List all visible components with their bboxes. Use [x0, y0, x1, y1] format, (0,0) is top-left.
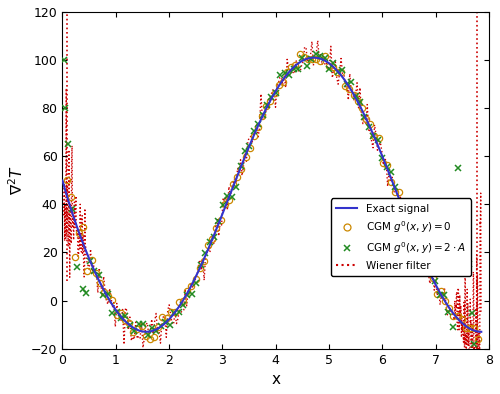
Legend: Exact signal, CGM $g^0(x,y)=0$, CGM $g^0(x,y)=2\cdot A$, Wiener filter: Exact signal, CGM $g^0(x,y)=0$, CGM $g^0… — [331, 199, 471, 276]
X-axis label: x: x — [271, 372, 280, 387]
Y-axis label: $\nabla^2 T$: $\nabla^2 T$ — [7, 165, 26, 195]
